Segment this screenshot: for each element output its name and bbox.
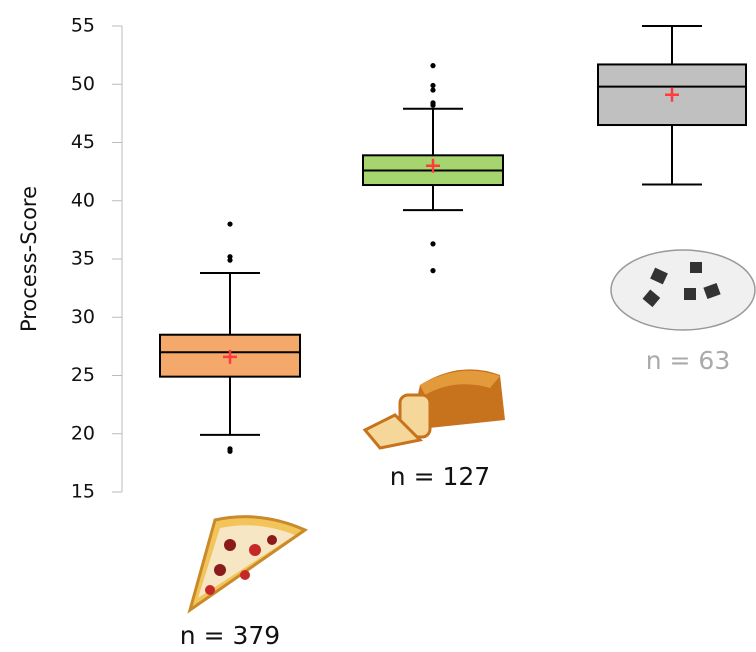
- y-tick-label: 55: [71, 15, 95, 37]
- y-tick-label: 45: [71, 131, 95, 153]
- sample-size-label: n = 127: [390, 462, 490, 491]
- outlier: [430, 63, 436, 69]
- sample-size-label: n = 63: [646, 346, 731, 375]
- y-axis-label: Process-Score: [17, 186, 41, 332]
- y-tick-label: 20: [71, 422, 95, 444]
- y-tick-label: 15: [71, 481, 95, 503]
- outlier: [227, 221, 233, 227]
- outlier: [430, 102, 436, 108]
- sample-size-label: n = 379: [180, 621, 280, 650]
- mean-marker: [665, 87, 679, 102]
- mean-marker: [426, 158, 440, 173]
- outlier: [227, 257, 233, 263]
- outlier: [430, 268, 436, 274]
- cookie-icon: [610, 249, 756, 331]
- outlier: [430, 82, 436, 89]
- outlier: [430, 87, 436, 93]
- outlier: [227, 448, 233, 454]
- bread-icon: [362, 369, 505, 450]
- y-tick-label: 50: [71, 73, 95, 95]
- y-tick-label: 30: [71, 306, 95, 328]
- y-tick-label: 35: [71, 248, 95, 270]
- outlier: [430, 241, 436, 247]
- y-tick-label: 25: [71, 364, 95, 386]
- mean-marker: [223, 349, 237, 364]
- y-tick-label: 40: [71, 189, 95, 211]
- pizza-icon: [187, 515, 309, 614]
